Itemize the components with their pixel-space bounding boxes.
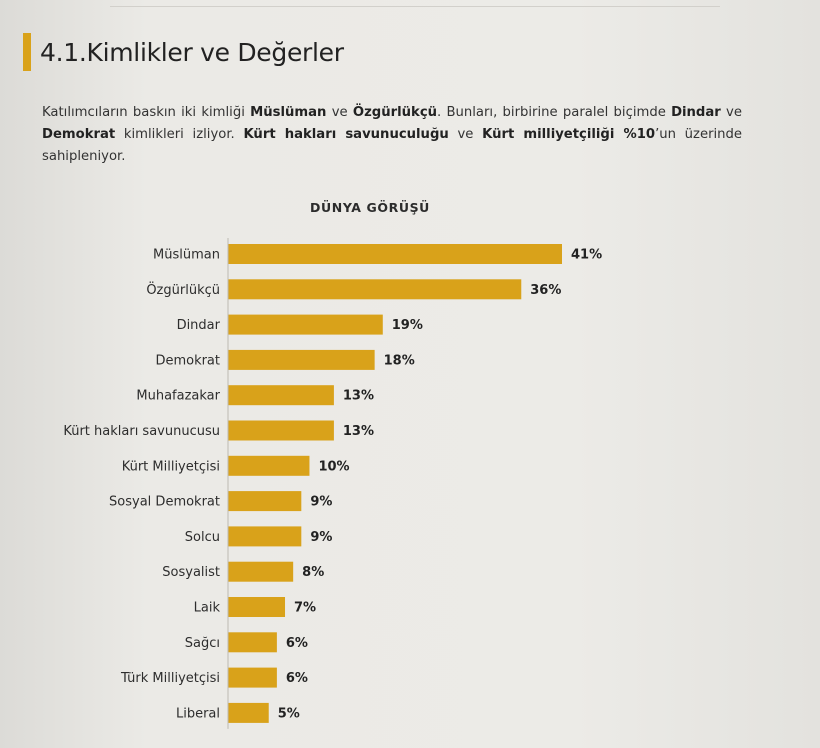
category-label: Özgürlükçü xyxy=(146,281,220,298)
bar xyxy=(228,526,302,547)
intro-paragraph: Katılımcıların baskın iki kimliği Müslüm… xyxy=(42,102,742,168)
bar xyxy=(228,667,277,688)
value-label: 5% xyxy=(278,706,300,721)
bar xyxy=(228,420,334,441)
bar xyxy=(228,491,302,512)
intro-bold-run: Dindar xyxy=(671,105,721,120)
title-accent-bar xyxy=(23,33,31,71)
bar-chart: Müslüman 41% Özgürlükçü 36% Dindar 19% Demokra… xyxy=(63,238,602,729)
category-label: Sosyalist xyxy=(162,565,220,580)
intro-text-run: . Bunları, birbirine paralel biçimde xyxy=(437,105,672,120)
category-label: Solcu xyxy=(185,530,220,545)
intro-text-run: ve xyxy=(448,127,483,142)
intro-text-run: ’un üzerinde sahipleniyor. xyxy=(42,127,742,164)
bar xyxy=(228,632,277,653)
category-label: Kürt hakları savunucusu xyxy=(63,424,220,439)
bar xyxy=(228,314,383,335)
value-label: 8% xyxy=(302,565,324,580)
value-label: 6% xyxy=(286,636,308,651)
value-label: 6% xyxy=(286,671,308,686)
bar xyxy=(228,561,294,582)
value-label: 41% xyxy=(571,248,602,263)
bar xyxy=(228,349,375,370)
value-label: 19% xyxy=(392,318,423,333)
intro-text-run: ve xyxy=(326,105,353,120)
bar xyxy=(228,455,310,476)
bar xyxy=(228,385,334,406)
value-label: 10% xyxy=(318,459,349,474)
section-heading: 4.1.Kimlikler ve Değerler xyxy=(23,32,344,72)
value-label: 13% xyxy=(343,424,374,439)
value-label: 36% xyxy=(530,283,561,298)
category-label: Müslüman xyxy=(153,248,220,263)
category-label: Demokrat xyxy=(155,353,220,368)
value-label: 18% xyxy=(384,353,415,368)
category-label: Dindar xyxy=(177,318,221,333)
intro-bold-run: Demokrat xyxy=(42,127,116,142)
bar xyxy=(228,702,269,723)
category-label: Liberal xyxy=(176,706,220,721)
intro-bold-run: Kürt milliyetçiliği %10 xyxy=(482,127,656,142)
bar xyxy=(228,597,286,617)
value-label: 7% xyxy=(294,601,316,616)
value-label: 9% xyxy=(310,495,332,510)
category-label: Kürt Milliyetçisi xyxy=(122,459,220,474)
intro-bold-run: Müslüman xyxy=(250,105,327,120)
category-label: Sosyal Demokrat xyxy=(109,495,220,510)
chart-title: DÜNYA GÖRÜŞÜ xyxy=(310,200,430,215)
section-title: 4.1.Kimlikler ve Değerler xyxy=(40,37,344,67)
value-label: 13% xyxy=(343,389,374,404)
value-label: 9% xyxy=(310,530,332,545)
intro-bold-run: Kürt hakları savunuculuğu xyxy=(243,127,449,142)
bar xyxy=(228,244,562,264)
intro-text-run: kimlikleri izliyor. xyxy=(115,127,244,142)
intro-text-run: Katılımcıların baskın iki kimliği xyxy=(42,105,251,120)
category-label: Sağcı xyxy=(185,636,220,651)
top-rule xyxy=(110,6,720,7)
intro-text-run: ve xyxy=(720,105,742,120)
bar xyxy=(228,279,522,300)
category-label: Laik xyxy=(194,601,221,616)
intro-bold-run: Özgürlükçü xyxy=(352,105,438,120)
category-label: Türk Milliyetçisi xyxy=(120,671,220,686)
category-label: Muhafazakar xyxy=(136,389,220,404)
